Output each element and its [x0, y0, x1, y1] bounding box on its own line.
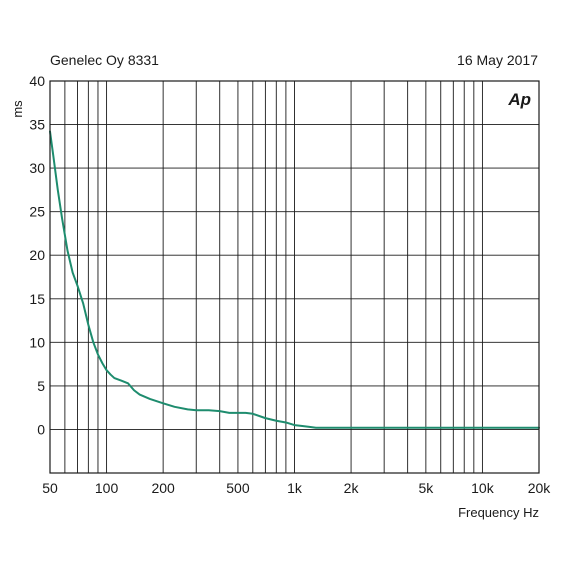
series-line: [49, 130, 540, 429]
y-tick-label: 40: [29, 73, 45, 89]
chart-header-date: 16 May 2017: [457, 52, 538, 68]
x-tick-label: 500: [226, 480, 250, 496]
y-tick-label: 20: [29, 247, 45, 263]
x-tick-label: 20k: [528, 480, 552, 496]
grid-lines: [50, 81, 539, 473]
x-tick-label: 2k: [344, 480, 360, 496]
plot-frame: [49, 80, 540, 474]
chart-header-left: Genelec Oy 8331: [50, 52, 159, 68]
x-tick-label: 50: [42, 480, 58, 496]
y-tick-label: 25: [29, 204, 45, 220]
x-tick-label: 100: [95, 480, 119, 496]
series-layer: [49, 130, 540, 429]
ap-logo: Ap: [507, 90, 531, 109]
y-tick-label: 0: [37, 421, 45, 437]
x-tick-label: 1k: [287, 480, 303, 496]
y-axis-label: ms: [10, 100, 25, 118]
y-tick-label: 15: [29, 291, 45, 307]
y-tick-label: 35: [29, 117, 45, 133]
x-axis-label: Frequency Hz: [458, 505, 539, 520]
y-tick-label: 10: [29, 334, 45, 350]
y-tick-label: 5: [37, 378, 45, 394]
x-tick-label: 200: [151, 480, 175, 496]
x-tick-label: 10k: [471, 480, 495, 496]
y-tick-label: 30: [29, 160, 45, 176]
x-tick-label: 5k: [418, 480, 434, 496]
